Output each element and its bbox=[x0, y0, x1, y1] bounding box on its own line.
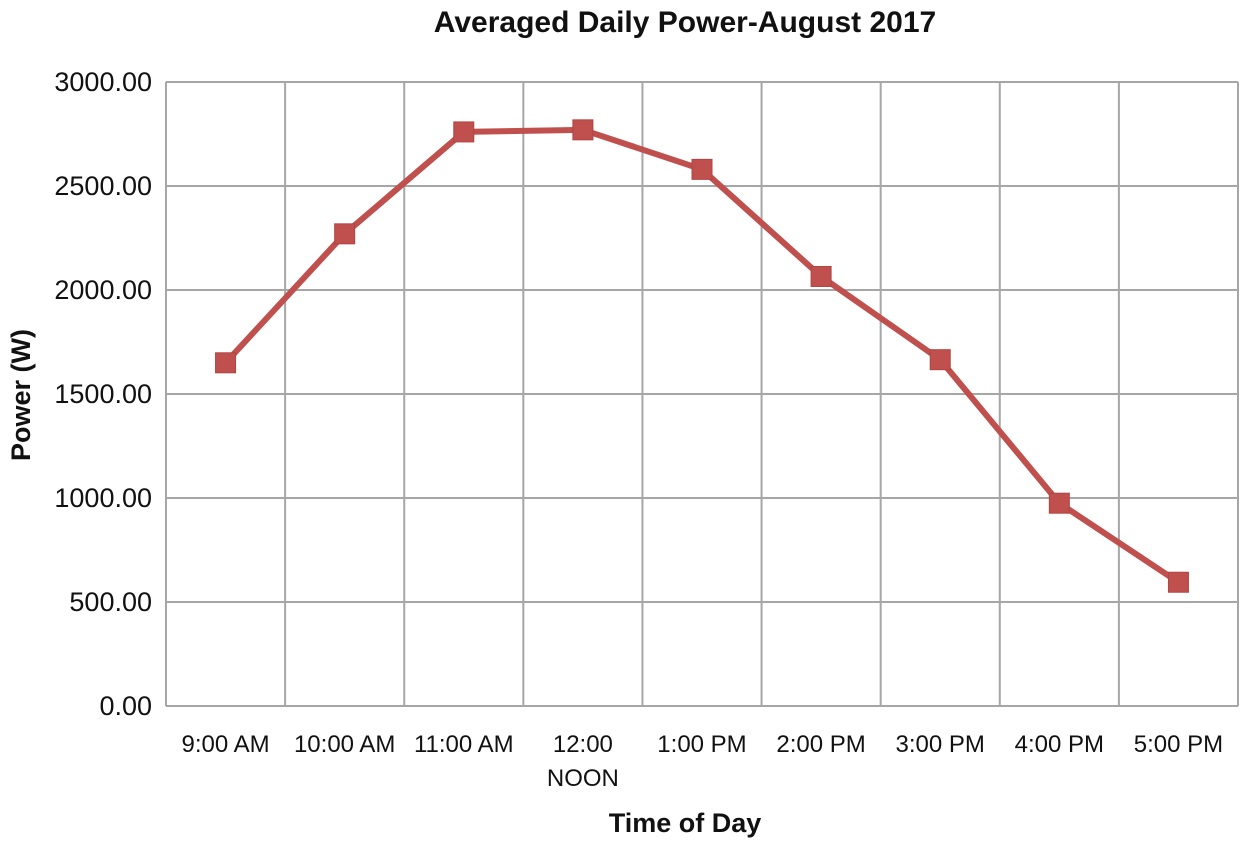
y-tick-label: 2500.00 bbox=[54, 171, 152, 201]
x-tick-label: 3:00 PM bbox=[896, 731, 985, 758]
y-tick-label: 1000.00 bbox=[54, 483, 152, 513]
y-tick-label: 2000.00 bbox=[54, 275, 152, 305]
x-tick-label: 4:00 PM bbox=[1015, 731, 1104, 758]
x-tick-label: 1:00 PM bbox=[657, 731, 746, 758]
y-axis-ticks: 0.00 500.00 1000.00 1500.00 2000.00 2500.00 30… bbox=[54, 67, 152, 721]
x-tick-label: 10:00 AM bbox=[294, 731, 395, 758]
x-axis-title: Time of Day bbox=[609, 808, 762, 838]
y-tick-label: 3000.00 bbox=[54, 67, 152, 97]
y-tick-label: 500.00 bbox=[69, 587, 152, 617]
x-axis-ticks: 9:00 AM 10:00 AM 11:00 AM 12:00 NOON 1:00 PM 2… bbox=[182, 731, 1224, 792]
data-point-marker bbox=[572, 119, 594, 141]
data-point-marker bbox=[929, 349, 951, 371]
series-line-group bbox=[215, 119, 1189, 593]
data-point-marker bbox=[1048, 492, 1070, 514]
data-point-marker bbox=[453, 121, 475, 143]
x-tick-label: 5:00 PM bbox=[1134, 731, 1223, 758]
grid bbox=[165, 81, 1239, 707]
data-point-marker bbox=[1167, 571, 1189, 593]
y-axis-title: Power (W) bbox=[6, 329, 36, 461]
data-point-marker bbox=[691, 158, 713, 180]
x-tick-label: 9:00 AM bbox=[182, 731, 270, 758]
x-tick-label: 11:00 AM bbox=[414, 731, 514, 758]
data-point-marker bbox=[215, 352, 237, 374]
x-tick-label: 12:00 NOON bbox=[547, 731, 619, 792]
y-tick-label: 0.00 bbox=[99, 691, 152, 721]
chart-title: Averaged Daily Power-August 2017 bbox=[434, 6, 936, 39]
x-tick-label: 2:00 PM bbox=[776, 731, 865, 758]
y-tick-label: 1500.00 bbox=[54, 379, 152, 409]
series-line bbox=[223, 126, 1181, 585]
data-point-marker bbox=[810, 265, 832, 287]
data-point-marker bbox=[334, 223, 356, 245]
